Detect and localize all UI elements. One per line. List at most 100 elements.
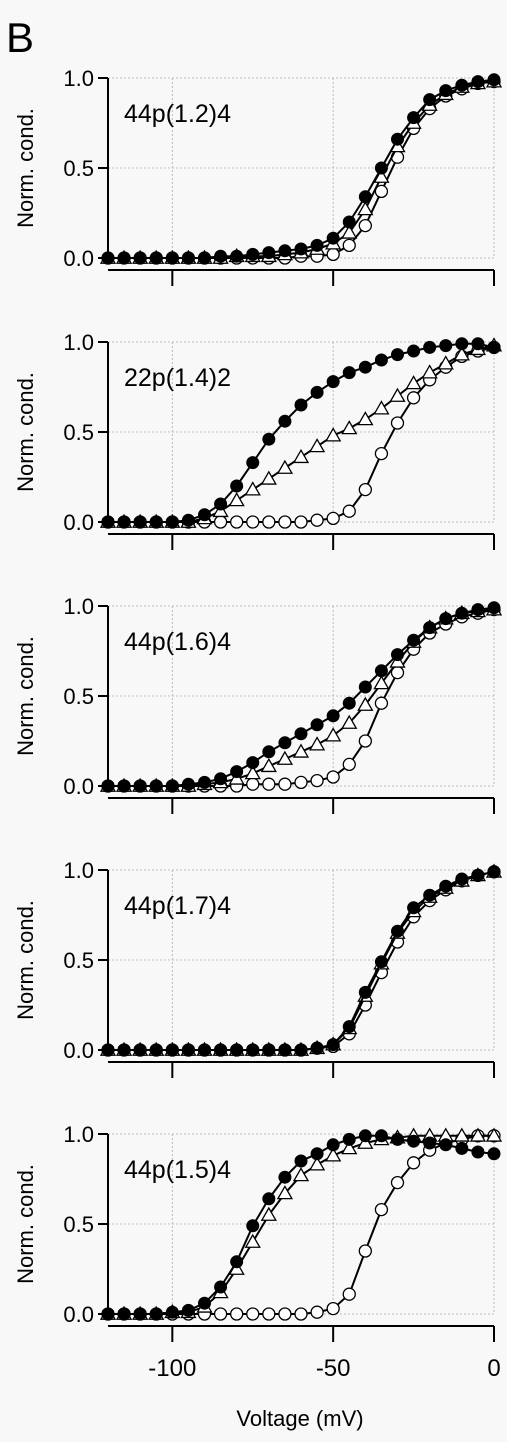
data-point-filled-circle	[198, 1296, 211, 1310]
data-point-filled-circle	[407, 633, 421, 647]
data-point-filled-circle	[391, 1132, 404, 1146]
y-tick-label: 0.5	[63, 684, 94, 709]
data-point-open-triangle	[276, 1185, 294, 1200]
data-point-filled-circle	[294, 1043, 308, 1057]
data-point-open-triangle	[244, 481, 261, 496]
data-point-filled-circle	[214, 1280, 228, 1294]
data-point-filled-circle	[262, 246, 276, 260]
data-point-filled-circle	[101, 251, 115, 265]
data-point-filled-circle	[326, 1138, 340, 1152]
data-point-filled-circle	[294, 398, 308, 412]
data-point-open-triangle	[469, 1127, 487, 1142]
data-point-filled-circle	[294, 1154, 308, 1168]
data-point-open-triangle	[373, 675, 390, 690]
data-point-open-circle	[374, 184, 389, 199]
data-point-filled-circle	[246, 756, 260, 770]
data-point-open-triangle	[357, 411, 374, 426]
data-point-open-circle	[374, 696, 389, 710]
data-point-filled-circle	[455, 606, 469, 620]
data-point-open-triangle	[437, 355, 454, 370]
data-point-filled-circle	[310, 1041, 324, 1055]
data-point-open-circle	[406, 1156, 421, 1170]
data-point-open-triangle	[325, 1147, 342, 1162]
data-point-open-circle	[246, 777, 260, 791]
data-point-open-triangle	[341, 714, 358, 729]
data-point-filled-circle	[133, 515, 147, 529]
data-point-filled-circle	[374, 664, 388, 678]
y-axis-label: Norm. cond.	[13, 900, 38, 1020]
y-tick-label: 0.0	[63, 774, 94, 799]
data-point-filled-circle	[214, 772, 228, 786]
data-point-filled-circle	[246, 1043, 260, 1057]
data-point-filled-circle	[423, 1136, 437, 1150]
data-point-open-triangle	[308, 1156, 326, 1171]
data-point-filled-circle	[214, 1043, 228, 1057]
y-tick-label: 0.5	[63, 1212, 94, 1237]
data-point-filled-circle	[342, 1020, 356, 1034]
data-point-open-triangle	[292, 743, 310, 758]
data-point-open-triangle	[260, 470, 277, 485]
data-point-filled-circle	[165, 779, 179, 793]
data-point-filled-circle	[133, 779, 147, 793]
data-point-filled-circle	[278, 414, 292, 428]
data-point-filled-circle	[487, 1147, 501, 1161]
data-point-filled-circle	[439, 84, 453, 98]
data-point-filled-circle	[101, 779, 115, 793]
data-point-filled-circle	[439, 339, 453, 353]
data-point-open-circle	[310, 513, 324, 527]
data-point-filled-circle	[117, 779, 131, 793]
data-point-filled-circle	[278, 1043, 292, 1057]
data-point-open-triangle	[260, 757, 277, 773]
data-point-filled-circle	[471, 603, 485, 617]
y-axis-label: Norm. cond.	[13, 636, 38, 756]
data-point-filled-circle	[294, 242, 308, 256]
data-point-open-circle	[326, 770, 340, 784]
data-point-filled-circle	[133, 1043, 147, 1057]
data-point-open-triangle	[308, 438, 326, 453]
data-point-filled-circle	[149, 1307, 163, 1321]
data-point-open-circle	[278, 515, 292, 529]
data-point-open-circle	[406, 391, 421, 405]
chart-panel-3: 0.0 0.5 1.0 Norm. cond. 44p(1.6)4	[13, 594, 503, 814]
data-point-open-triangle	[228, 492, 245, 507]
data-point-filled-circle	[181, 1043, 195, 1057]
data-point-filled-circle	[358, 680, 372, 694]
data-point-open-circle	[294, 515, 308, 529]
data-point-open-circle	[358, 734, 372, 748]
chart-panel-5: 0.0 0.5 1.0 Norm. cond. 44p(1.5)4 -100 -50 0	[13, 1122, 503, 1382]
data-point-open-circle	[278, 1307, 292, 1321]
data-point-filled-circle	[294, 727, 308, 741]
data-point-filled-circle	[149, 779, 163, 793]
data-point-filled-circle	[149, 515, 163, 529]
data-point-open-circle	[246, 1307, 260, 1321]
y-tick-label: 1.0	[63, 330, 94, 355]
x-tick-label: -50	[316, 1355, 351, 1382]
data-point-open-triangle	[244, 765, 261, 780]
data-point-open-circle	[278, 777, 292, 791]
panel-annotation: 44p(1.2)4	[124, 100, 231, 128]
data-point-filled-circle	[117, 1043, 131, 1057]
data-point-filled-circle	[133, 251, 147, 265]
data-point-filled-circle	[165, 1043, 179, 1057]
data-point-open-circle	[342, 238, 356, 253]
data-point-open-triangle	[276, 750, 294, 765]
data-point-filled-circle	[407, 901, 421, 915]
data-point-filled-circle	[310, 1147, 324, 1161]
data-point-open-circle	[294, 1307, 308, 1321]
data-point-open-triangle	[389, 387, 406, 402]
data-point-filled-circle	[101, 1043, 115, 1057]
data-point-filled-circle	[471, 75, 485, 89]
data-point-open-circle	[246, 515, 260, 529]
data-point-filled-circle	[198, 1043, 211, 1057]
data-point-filled-circle	[246, 456, 260, 470]
data-point-open-triangle	[244, 1233, 261, 1248]
data-point-filled-circle	[358, 360, 372, 374]
data-point-filled-circle	[487, 73, 501, 87]
data-point-open-circle	[390, 416, 405, 430]
data-point-filled-circle	[342, 696, 356, 710]
chart-panel-4: 0.0 0.5 1.0 Norm. cond. 44p(1.7)4	[13, 858, 503, 1078]
data-point-open-triangle	[485, 1127, 503, 1142]
data-point-filled-circle	[391, 132, 404, 146]
data-point-filled-circle	[326, 375, 340, 389]
data-point-filled-circle	[181, 777, 195, 791]
